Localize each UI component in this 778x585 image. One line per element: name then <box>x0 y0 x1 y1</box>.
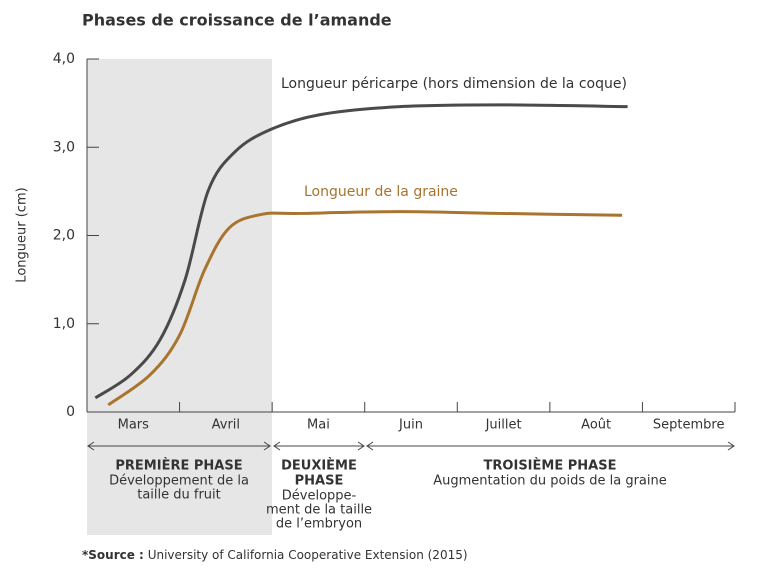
source: *Source : University of California Coope… <box>82 548 468 562</box>
phase-description: taille du fruit <box>137 488 221 503</box>
y-tick-label: 2,0 <box>53 228 75 244</box>
phase-description: Développement de la <box>109 474 249 489</box>
phase-arrows <box>87 441 735 451</box>
y-tick-label: 1,0 <box>53 316 75 332</box>
y-tick-label: 0 <box>66 404 75 420</box>
y-tick-label: 3,0 <box>53 139 75 155</box>
phase-title: PHASE <box>295 474 344 489</box>
phase-title: PREMIÈRE PHASE <box>115 458 242 474</box>
series-label: Longueur péricarpe (hors dimension de la… <box>281 76 627 92</box>
phase-description: de l’embryon <box>276 517 362 532</box>
y-axis-label: Longueur (cm) <box>15 187 30 282</box>
y-tick-label: 4,0 <box>53 51 75 67</box>
x-tick-label: Août <box>581 418 611 433</box>
series-label: Longueur de la graine <box>304 184 458 200</box>
series-line <box>107 210 623 407</box>
phase-description: Augmentation du poids de la graine <box>433 474 667 489</box>
phase-description: Développe- <box>282 489 357 504</box>
x-tick-label: Mars <box>118 418 150 433</box>
x-tick-label: Septembre <box>653 418 725 433</box>
x-tick-label: Juin <box>398 418 423 433</box>
phase-title: DEUXIÈME <box>281 458 357 474</box>
x-tick-label: Mai <box>307 418 330 433</box>
phase-title: TROISIÈME PHASE <box>484 458 617 474</box>
phase-description: ment de la taille <box>266 503 372 518</box>
source-text: University of California Cooperative Ext… <box>148 548 468 562</box>
x-tick-label: Juillet <box>485 418 522 433</box>
x-tick-label: Avril <box>212 418 240 433</box>
series-line <box>94 103 628 400</box>
chart-title: Phases de croissance de l’amande <box>82 11 392 30</box>
source-label: *Source : <box>82 548 144 562</box>
